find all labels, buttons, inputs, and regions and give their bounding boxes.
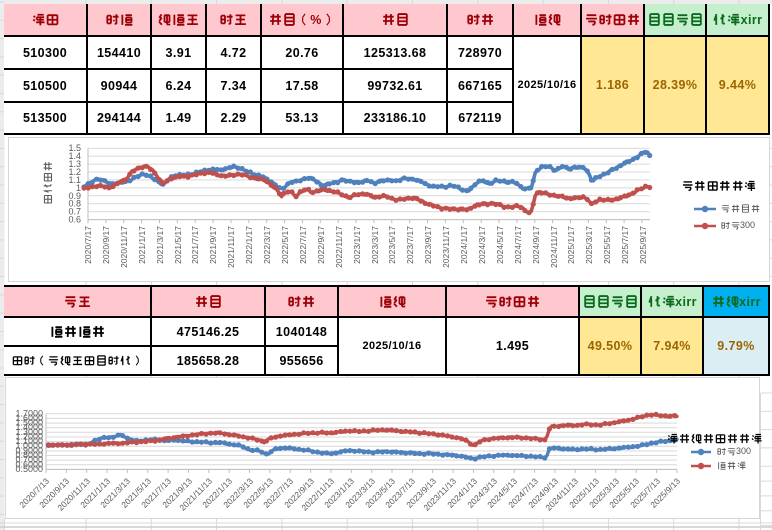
svg-text:0.5000: 0.5000: [15, 464, 43, 474]
svg-text:0.8000: 0.8000: [15, 450, 43, 460]
svg-text:0.6000: 0.6000: [15, 459, 43, 469]
svg-text:1.6000: 1.6000: [15, 413, 43, 423]
svg-text:1.7000: 1.7000: [15, 408, 43, 418]
svg-text:1.4000: 1.4000: [15, 422, 43, 432]
svg-text:0.7000: 0.7000: [15, 455, 43, 465]
svg-text:1.2: 1.2: [68, 167, 81, 177]
svg-text:0.9000: 0.9000: [15, 445, 43, 455]
svg-text:0.6: 0.6: [68, 215, 81, 225]
svg-text:1.5: 1.5: [68, 143, 81, 153]
svg-text:0.8: 0.8: [68, 199, 81, 209]
svg-text:1.1000: 1.1000: [15, 436, 43, 446]
svg-text:1.5000: 1.5000: [15, 418, 43, 428]
svg-text:1.2000: 1.2000: [15, 432, 43, 442]
svg-text:1.3000: 1.3000: [15, 427, 43, 437]
svg-text:1.4: 1.4: [68, 151, 81, 161]
svg-text:0.9: 0.9: [68, 191, 81, 201]
svg-text:1.1: 1.1: [68, 175, 81, 185]
svg-text:1: 1: [76, 183, 81, 193]
svg-text:0.7: 0.7: [68, 207, 81, 217]
svg-text:1.3: 1.3: [68, 159, 81, 169]
svg-text:1.0000: 1.0000: [15, 441, 43, 451]
